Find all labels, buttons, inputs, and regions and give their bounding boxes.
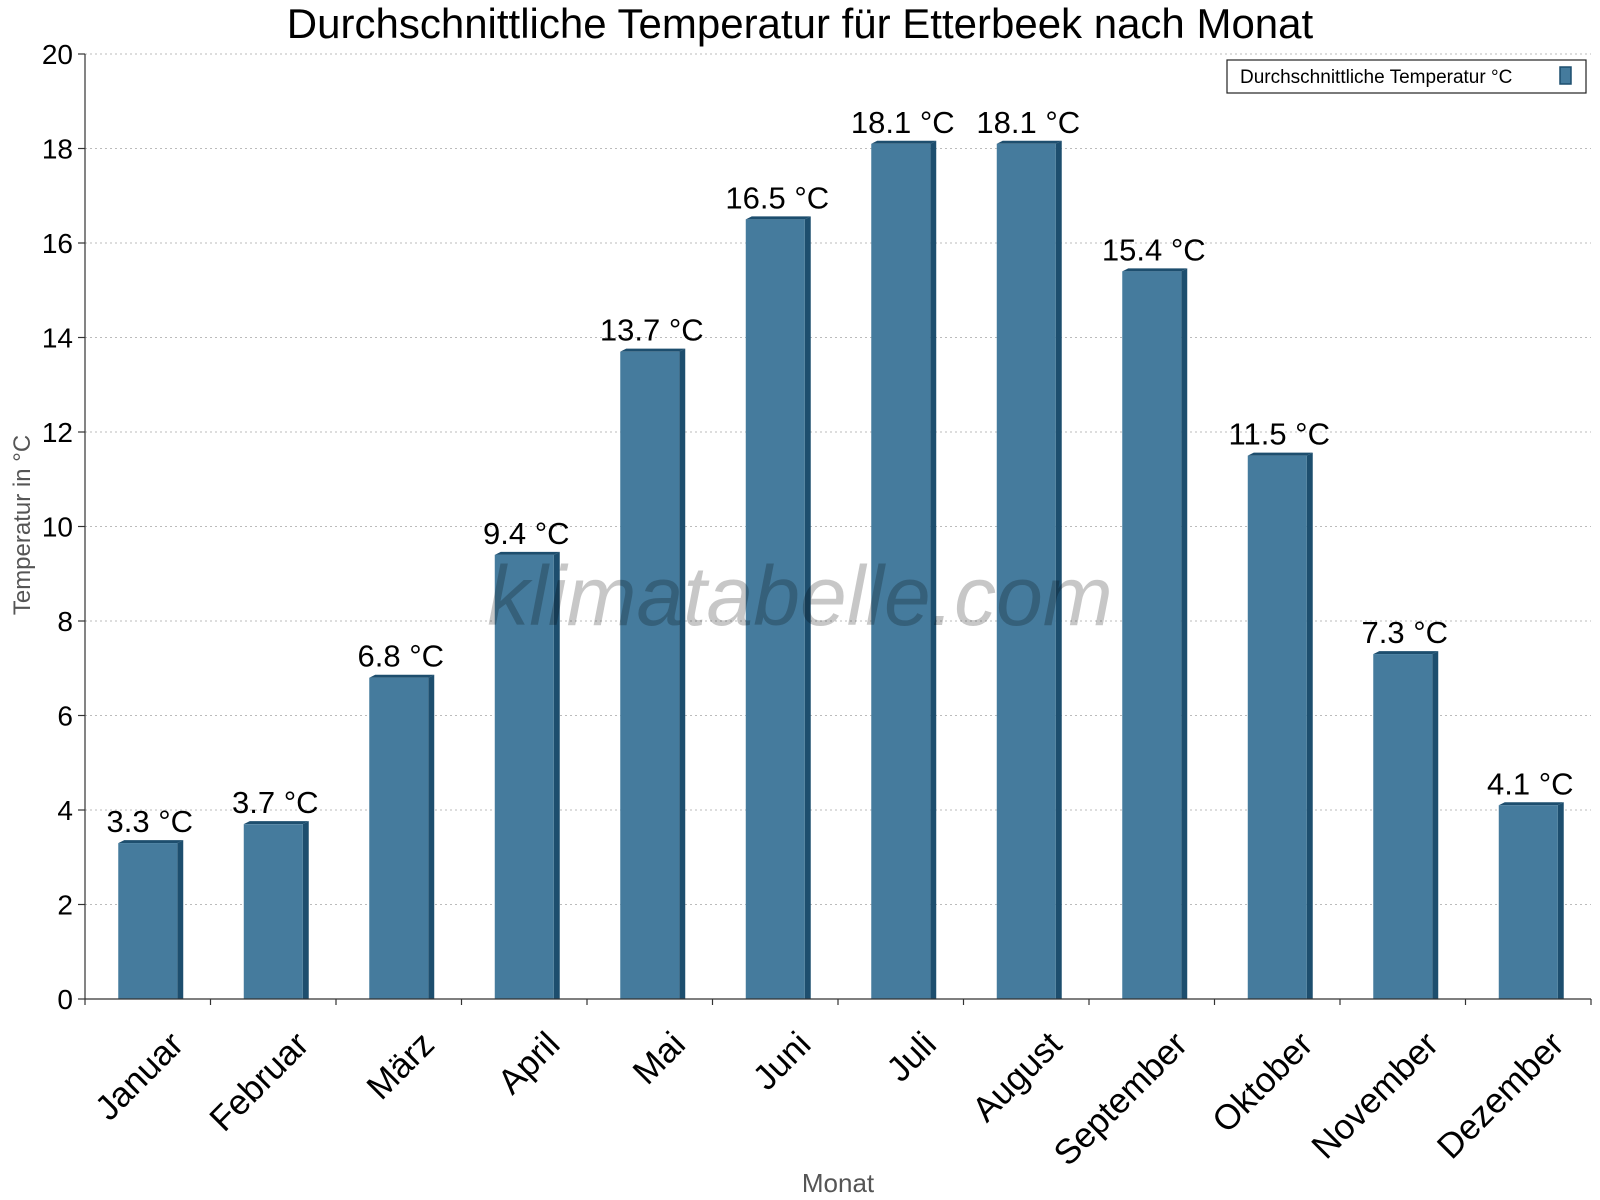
- x-tick-label: November: [1304, 1024, 1446, 1166]
- y-axis-title: Temperatur in °C: [9, 435, 36, 615]
- x-tick-label: September: [1046, 1024, 1195, 1173]
- y-tick-label: 14: [42, 323, 73, 354]
- bar-top-3: [369, 674, 435, 678]
- bar-9: [1122, 271, 1182, 1000]
- bar-top-9: [1122, 268, 1188, 272]
- y-tick-label: 20: [42, 39, 73, 70]
- x-tick-label: Januar: [88, 1024, 191, 1127]
- bar-side-8: [1055, 140, 1062, 999]
- bar-side-1: [177, 840, 184, 999]
- bar-top-7: [871, 140, 937, 144]
- bar-side-5: [679, 348, 686, 999]
- bar-top-6: [745, 216, 811, 220]
- legend-label: Durchschnittliche Temperatur °C: [1240, 67, 1512, 88]
- bar-5: [620, 351, 680, 999]
- bar-top-4: [494, 551, 560, 555]
- bars: [118, 140, 1564, 1000]
- data-label: 11.5 °C: [1229, 417, 1330, 452]
- bar-top-8: [996, 140, 1062, 144]
- legend-swatch: [1559, 66, 1572, 85]
- data-label: 9.4 °C: [483, 516, 570, 551]
- bar-side-3: [428, 674, 435, 999]
- bar-3: [369, 677, 429, 999]
- x-tick-label: Mai: [625, 1025, 692, 1092]
- bar-11: [1373, 654, 1433, 999]
- bar-top-5: [620, 348, 686, 352]
- bar-7: [871, 143, 931, 999]
- data-label: 18.1 °C: [976, 105, 1080, 140]
- bar-6: [745, 219, 805, 999]
- bar-top-1: [118, 840, 184, 844]
- watermark: klimatabelle.com: [487, 549, 1113, 643]
- chart-title: Durchschnittliche Temperatur für Etterbe…: [287, 0, 1314, 47]
- bar-4: [494, 554, 554, 999]
- bar-8: [996, 143, 1056, 999]
- y-tick-label: 6: [57, 701, 73, 732]
- y-tick-label: 12: [42, 417, 73, 448]
- data-label: 13.7 °C: [600, 313, 704, 348]
- y-tick-label: 8: [57, 606, 73, 637]
- bar-top-12: [1498, 802, 1564, 806]
- data-label: 7.3 °C: [1362, 615, 1449, 650]
- x-tick-label: Dezember: [1430, 1024, 1572, 1166]
- bar-side-6: [804, 216, 811, 999]
- y-tick-label: 4: [57, 795, 73, 826]
- data-label: 16.5 °C: [725, 180, 829, 215]
- bar-2: [243, 824, 303, 999]
- x-tick-label: August: [965, 1024, 1070, 1129]
- x-tick-label: Februar: [202, 1024, 316, 1138]
- y-tick-label: 2: [57, 890, 73, 921]
- x-tick-label: Oktober: [1205, 1024, 1321, 1140]
- y-tick-label: 16: [42, 228, 73, 259]
- bar-side-7: [930, 140, 937, 999]
- bar-side-9: [1181, 268, 1188, 1000]
- x-tick-label: April: [490, 1025, 567, 1102]
- legend: Durchschnittliche Temperatur °C: [1226, 59, 1587, 94]
- grid-lines: [85, 53, 1591, 905]
- data-labels: 3.3 °C 3.7 °C 6.8 °C 9.4 °C 13.7 °C 16.5 °C 18…: [107, 105, 1574, 839]
- bar-top-10: [1247, 452, 1313, 456]
- bar-side-10: [1306, 452, 1313, 999]
- data-label: 15.4 °C: [1102, 232, 1206, 267]
- bar-side-4: [553, 551, 560, 999]
- bar-1: [118, 843, 178, 999]
- legend-box: [1226, 59, 1587, 94]
- y-tick-label: 10: [42, 512, 73, 543]
- x-tick-label: März: [359, 1025, 442, 1108]
- bar-10: [1247, 455, 1307, 999]
- bar-side-12: [1557, 802, 1564, 999]
- bar-top-11: [1373, 651, 1439, 655]
- x-tick-label: Juli: [879, 1025, 944, 1090]
- data-label: 3.3 °C: [107, 804, 194, 839]
- bar-top-2: [243, 821, 309, 825]
- y-tick-label: 18: [42, 134, 73, 165]
- data-label: 6.8 °C: [358, 639, 445, 674]
- bar-12: [1498, 805, 1558, 999]
- bar-side-11: [1432, 651, 1439, 999]
- bar-side-2: [302, 821, 309, 999]
- data-label: 3.7 °C: [232, 785, 319, 820]
- y-tick-label: 0: [57, 984, 73, 1015]
- x-tick-label: Juni: [745, 1025, 818, 1098]
- data-label: 4.1 °C: [1487, 766, 1574, 801]
- x-axis-title: Monat: [802, 1168, 875, 1198]
- data-label: 18.1 °C: [851, 105, 955, 140]
